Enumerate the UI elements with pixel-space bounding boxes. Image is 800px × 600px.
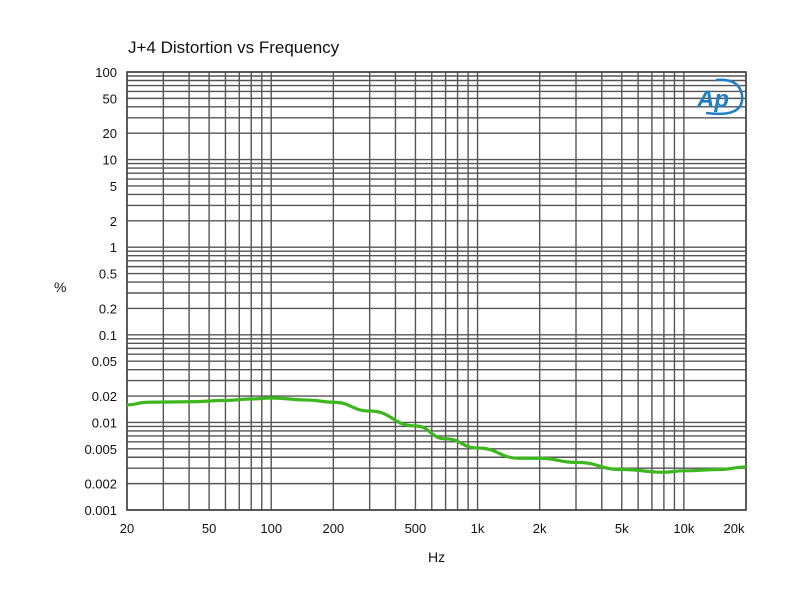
y-tick-label: 0.1 (99, 328, 117, 343)
y-tick-label: 0.02 (92, 389, 117, 404)
y-tick-label: 50 (103, 91, 117, 106)
y-tick-label: 20 (103, 126, 117, 141)
y-tick-label: 0.2 (99, 301, 117, 316)
x-tick-label: 20 (120, 521, 134, 536)
x-tick-label: 500 (405, 521, 427, 536)
x-tick-label: 100 (260, 521, 282, 536)
y-tick-label: 0.002 (84, 477, 117, 492)
y-tick-label: 0.05 (92, 354, 117, 369)
x-tick-label: 1k (471, 521, 485, 536)
y-tick-label: 0.01 (92, 415, 117, 430)
y-tick-label: 10 (103, 153, 117, 168)
x-axis-label: Hz (428, 549, 445, 565)
grid (126, 71, 747, 511)
y-tick-label: 0.5 (99, 267, 117, 282)
y-tick-label: 5 (110, 179, 117, 194)
series-group (126, 396, 747, 474)
y-tick-labels: 100 50 20 10 5 2 1 0.5 0.2 0.1 0.05 0.02 0.01 0.005 0.… (84, 65, 117, 518)
y-tick-label: 1 (110, 240, 117, 255)
series-line-j-4 (126, 396, 747, 474)
chart-title: J+4 Distortion vs Frequency (128, 38, 340, 57)
y-axis-label: % (54, 279, 66, 295)
y-tick-label: 100 (95, 65, 117, 80)
x-tick-label: 200 (322, 521, 344, 536)
svg-text:Ap: Ap (696, 86, 729, 113)
x-tick-label: 10k (673, 521, 694, 536)
y-tick-label: 0.001 (84, 503, 117, 518)
x-tick-label: 20k (724, 521, 745, 536)
plot-frame (126, 71, 747, 511)
y-tick-label: 2 (110, 214, 117, 229)
x-tick-labels: 20 50 100 200 500 1k 2k 5k 10k 20k (120, 521, 745, 536)
x-tick-label: 2k (533, 521, 547, 536)
x-tick-label: 50 (202, 521, 216, 536)
x-tick-label: 5k (615, 521, 629, 536)
y-tick-label: 0.005 (84, 442, 117, 457)
ap-logo: Ap (696, 78, 744, 116)
